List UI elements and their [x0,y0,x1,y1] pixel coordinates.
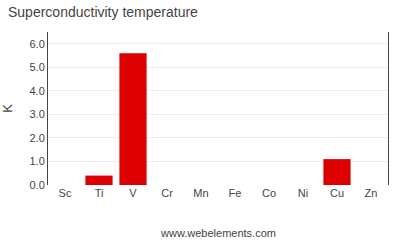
svg-text:Ni: Ni [298,187,308,199]
svg-text:Cr: Cr [161,187,173,199]
svg-text:Mn: Mn [193,187,208,199]
svg-text:Sc: Sc [59,187,72,199]
svg-text:Fe: Fe [229,187,242,199]
svg-text:4.0: 4.0 [30,85,45,97]
svg-text:www.webelements.com: www.webelements.com [160,227,276,239]
svg-text:3.0: 3.0 [30,108,45,120]
svg-text:Co: Co [262,187,276,199]
svg-text:2.0: 2.0 [30,132,45,144]
svg-text:0.0: 0.0 [30,179,45,191]
svg-text:Superconductivity temperature: Superconductivity temperature [8,4,198,20]
svg-text:5.0: 5.0 [30,61,45,73]
svg-text:1.0: 1.0 [30,155,45,167]
svg-text:V: V [129,187,137,199]
svg-text:Ti: Ti [95,187,104,199]
svg-text:Zn: Zn [365,187,378,199]
svg-text:6.0: 6.0 [30,38,45,50]
svg-text:K: K [0,104,15,113]
svg-text:Cu: Cu [330,187,344,199]
